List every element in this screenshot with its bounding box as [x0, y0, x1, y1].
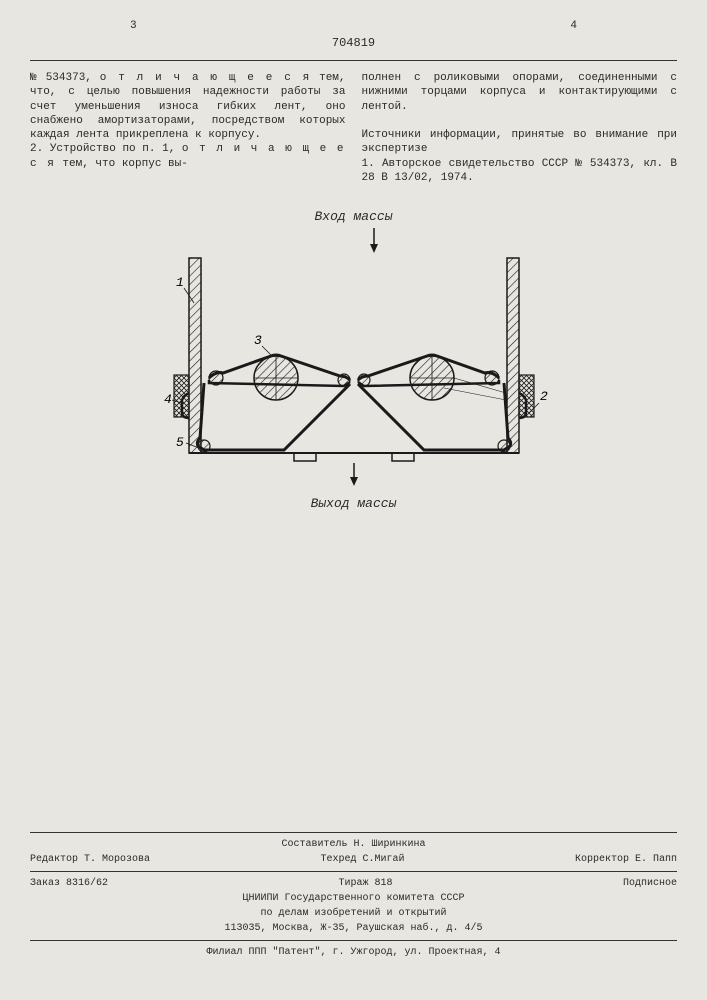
- page-numbers: 3 4: [30, 20, 677, 32]
- ref-5: 5: [176, 435, 184, 450]
- ref-2: 2: [540, 389, 548, 404]
- footer: Составитель Н. Ширинкина Редактор Т. Мор…: [30, 828, 677, 960]
- right-column: полнен с роликовыми опорами, соединенным…: [362, 71, 678, 185]
- corrector-credit: Корректор Е. Папп: [575, 854, 677, 865]
- patent-number: 704819: [30, 36, 677, 50]
- print-row: Заказ 8316/62 Тираж 818 Подписное: [30, 876, 677, 891]
- tirage-number: Тираж 818: [338, 878, 392, 889]
- spaced-text-1: о т л и ч а ю щ е е с я: [100, 72, 312, 84]
- technical-drawing: 1 2 3 4 5: [144, 228, 564, 488]
- ref-4: 4: [164, 392, 172, 407]
- branch-line: Филиал ППП "Патент", г. Ужгород, ул. Про…: [30, 945, 677, 960]
- footer-div-1: [30, 832, 677, 833]
- sources-heading: Источники информации, принятые во вниман…: [362, 129, 678, 155]
- source-1: 1. Авторское свидетельство СССР № 534373…: [362, 158, 678, 184]
- claim2-start: 2. Устройство по п. 1,: [30, 143, 182, 155]
- top-divider: [30, 60, 677, 61]
- footer-div-3: [30, 940, 677, 941]
- org-line-2: по делам изобретений и открытий: [30, 906, 677, 921]
- page-left: 3: [130, 20, 137, 32]
- editor-credit: Редактор Т. Морозова: [30, 854, 150, 865]
- cont-text: полнен с роликовыми опорами, соединенным…: [362, 72, 678, 113]
- footer-div-2: [30, 871, 677, 872]
- claim2-end: тем, что корпус вы-: [56, 158, 188, 170]
- ref-1: 1: [176, 275, 184, 290]
- order-number: Заказ 8316/62: [30, 878, 108, 889]
- ref-num: № 534373,: [30, 72, 100, 84]
- subscript-label: Подписное: [623, 878, 677, 889]
- ref-3: 3: [254, 333, 262, 348]
- address-line: 113035, Москва, Ж-35, Раушская наб., д. …: [30, 921, 677, 936]
- mass-inlet-label: Вход массы: [144, 205, 564, 228]
- compiler-line: Составитель Н. Ширинкина: [30, 837, 677, 852]
- org-line-1: ЦНИИПИ Государственного комитета СССР: [30, 891, 677, 906]
- mass-outlet-label: Выход массы: [144, 492, 564, 515]
- text-columns: № 534373, о т л и ч а ю щ е е с я тем, ч…: [30, 71, 677, 185]
- credits-row: Редактор Т. Морозова Техред С.Мигай Корр…: [30, 852, 677, 867]
- page-right: 4: [570, 20, 577, 32]
- left-column: № 534373, о т л и ч а ю щ е е с я тем, ч…: [30, 71, 346, 185]
- diagram-area: Вход массы: [144, 205, 564, 515]
- techred-credit: Техред С.Мигай: [320, 854, 404, 865]
